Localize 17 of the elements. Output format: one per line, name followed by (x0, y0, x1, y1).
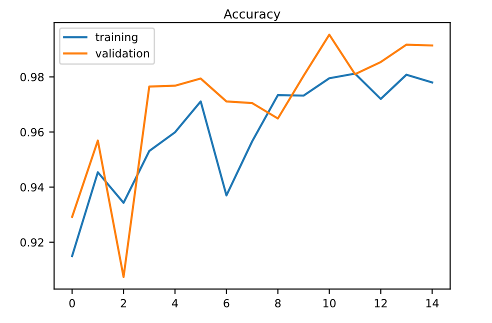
x-tick-label: 6 (224, 299, 230, 308)
x-tick-label: 2 (120, 299, 126, 308)
legend-label: training (96, 32, 138, 44)
y-tick-label: 0.98 (20, 72, 44, 82)
line-series (71, 72, 434, 258)
line-series (71, 34, 434, 278)
x-tick-label: 0 (69, 299, 75, 308)
x-tick-label: 4 (172, 299, 178, 308)
y-tick-label: 0.94 (20, 183, 44, 192)
x-tick-label: 8 (275, 299, 281, 308)
x-tick-label: 12 (374, 299, 387, 308)
x-tick-label: 10 (323, 299, 336, 308)
y-tick-label: 0.96 (20, 128, 44, 136)
legend-label: validation (96, 48, 149, 58)
chart-title: Accuracy (224, 9, 280, 22)
x-tick-label: 14 (426, 299, 439, 308)
y-tick-label: 0.92 (20, 238, 44, 247)
